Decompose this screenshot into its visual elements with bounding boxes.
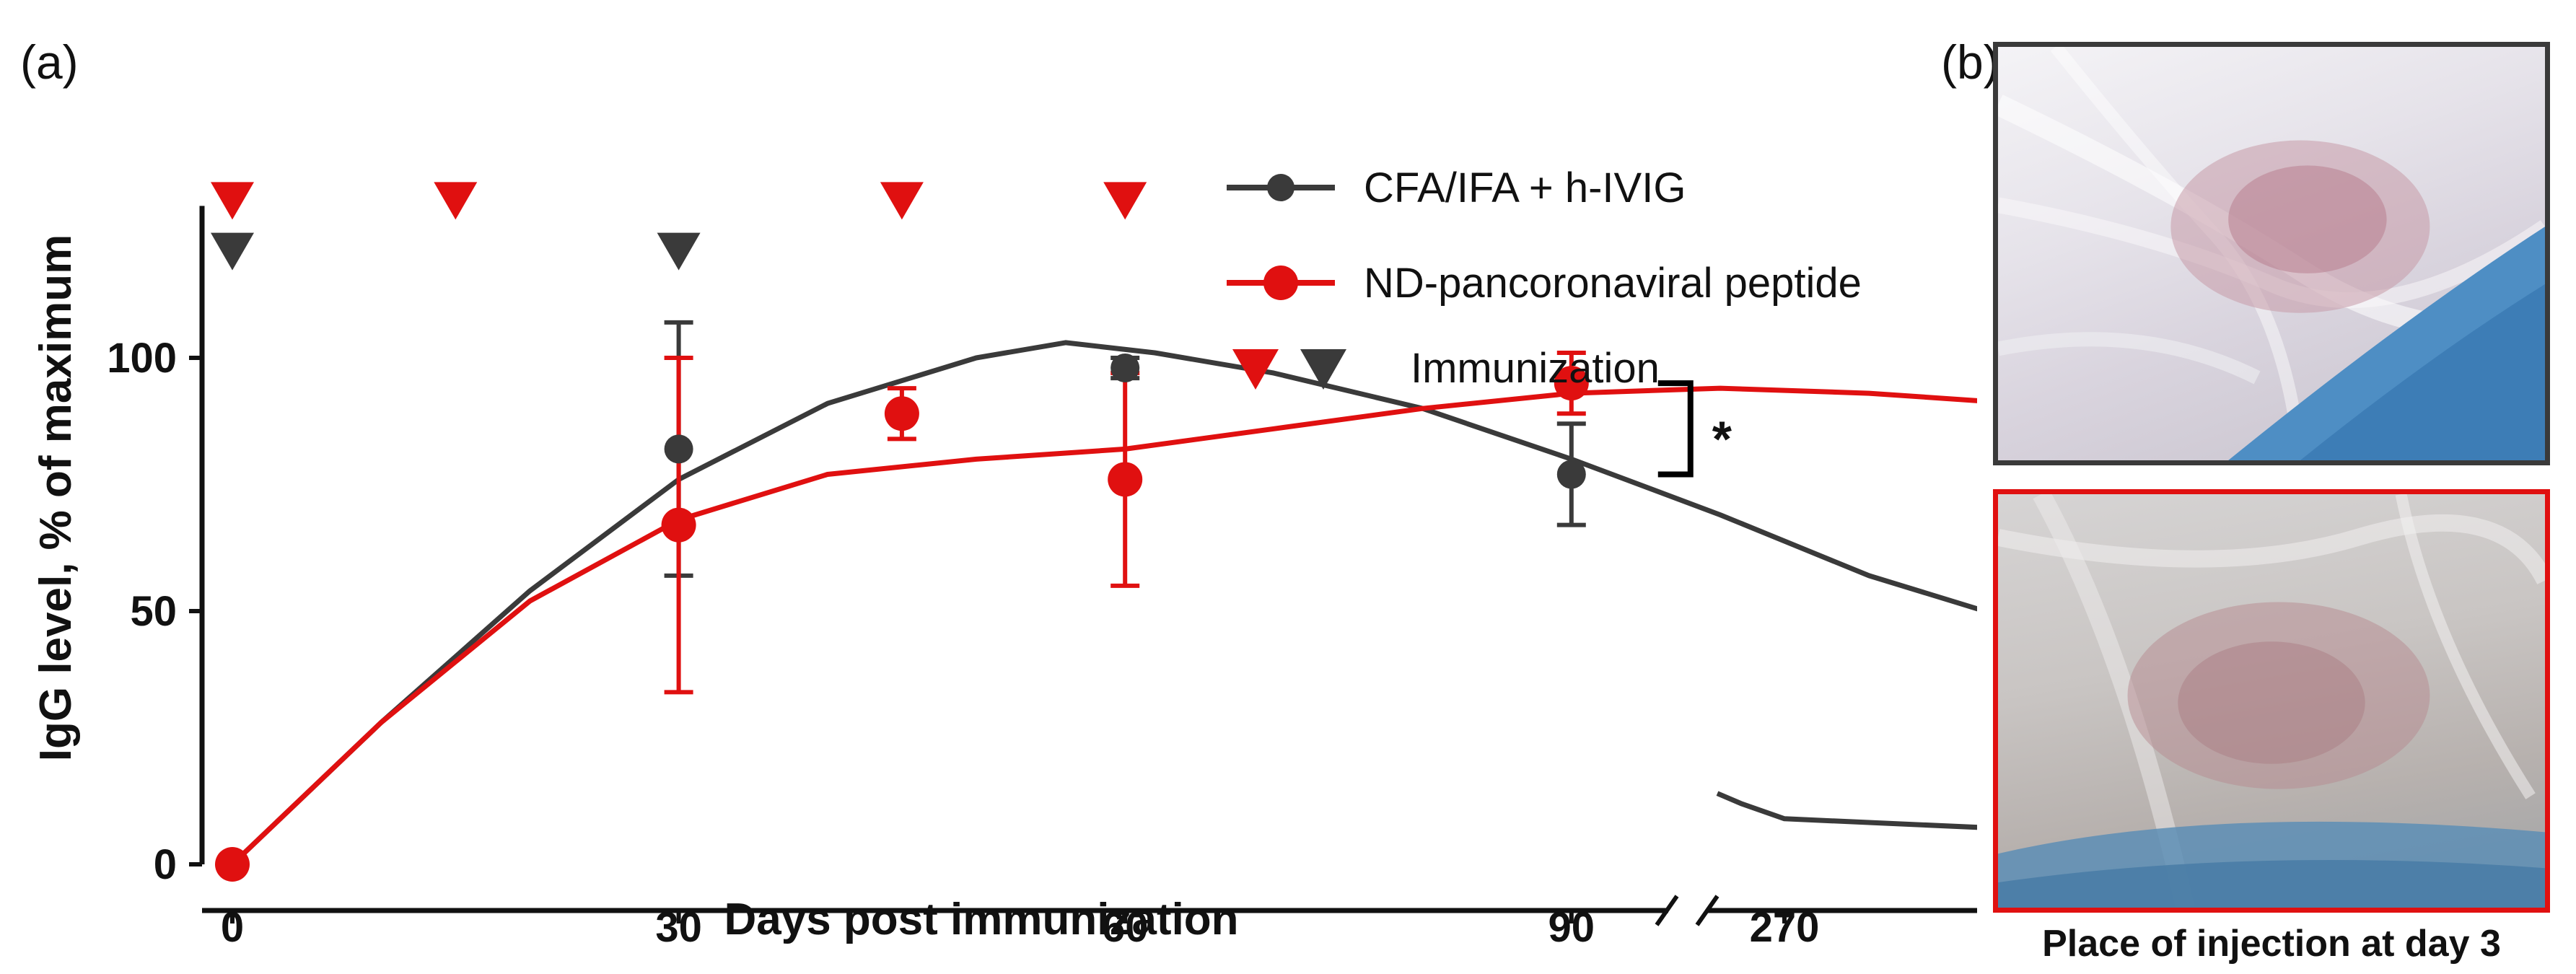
injection-site-photo-peptide bbox=[1993, 489, 2550, 913]
legend-item-peptide: ND-pancoronaviral peptide bbox=[1227, 260, 1862, 307]
data-points bbox=[215, 354, 1589, 882]
immunization-marker-red bbox=[880, 182, 924, 220]
data-point-cfa bbox=[664, 434, 693, 464]
axes bbox=[199, 206, 1977, 926]
y-tick-label: 100 bbox=[107, 335, 177, 382]
y-axis-label: IgG level, % of maximum bbox=[31, 234, 81, 761]
legend-label-immunization: Immunization bbox=[1411, 345, 1660, 392]
injection-site-photo-cfa bbox=[1993, 42, 2550, 465]
axis-break-mark bbox=[1655, 895, 1679, 926]
legend: CFA/IFA + h-IVIG ND-pancoronaviral pepti… bbox=[1227, 164, 1862, 392]
axis-ticks: 0501000306090120150180210270360 bbox=[107, 335, 1820, 951]
significance-brackets: ** bbox=[1657, 380, 1732, 478]
data-point-peptide bbox=[1554, 366, 1589, 401]
immunization-marker-red bbox=[434, 182, 478, 220]
immunization-markers bbox=[211, 182, 1147, 271]
igg-chart: 0501000306090120150180210270360 ** IgG l… bbox=[31, 164, 1977, 951]
panel-label-b: (b) bbox=[1941, 35, 1999, 89]
data-point-peptide bbox=[661, 507, 696, 543]
legend-triangle-gray bbox=[1300, 349, 1346, 390]
x-tick-label: 90 bbox=[1548, 904, 1595, 951]
x-tick-label: 60 bbox=[1102, 904, 1149, 951]
fit-curve-cfa bbox=[230, 340, 1977, 866]
error-bars bbox=[664, 320, 1586, 695]
data-point-peptide bbox=[215, 847, 250, 882]
significance-bracket bbox=[1657, 380, 1694, 478]
significance-star: * bbox=[1712, 411, 1732, 467]
data-point-cfa bbox=[1110, 354, 1140, 383]
photo-caption: Place of injection at day 3 bbox=[2042, 923, 2501, 965]
panel-label-a: (a) bbox=[20, 35, 79, 89]
x-axis-label: Days post immunization bbox=[724, 895, 1238, 944]
data-point-peptide bbox=[1108, 462, 1143, 497]
legend-label-cfa: CFA/IFA + h-IVIG bbox=[1364, 164, 1686, 211]
legend-marker-gray bbox=[1267, 174, 1294, 201]
y-tick-label: 0 bbox=[154, 841, 177, 888]
legend-triangle-red bbox=[1232, 349, 1279, 390]
immunization-marker-red bbox=[211, 182, 254, 220]
immunization-marker-gray bbox=[657, 232, 701, 271]
legend-marker-red bbox=[1263, 266, 1298, 300]
rabbit-skin-photo-1 bbox=[1998, 47, 2545, 460]
axis-break-mark bbox=[1695, 895, 1719, 926]
data-point-cfa bbox=[1556, 460, 1586, 489]
data-point-peptide bbox=[884, 396, 919, 431]
legend-label-peptide: ND-pancoronaviral peptide bbox=[1364, 260, 1862, 307]
x-tick-label: 0 bbox=[221, 904, 244, 951]
rabbit-skin-photo-2 bbox=[1998, 494, 2545, 908]
y-tick-label: 50 bbox=[130, 588, 177, 635]
immunization-marker-red bbox=[1103, 182, 1147, 220]
legend-item-immunization: Immunization bbox=[1232, 345, 1660, 392]
fit-curve-cfa-tail bbox=[1716, 791, 1977, 830]
immunization-marker-gray bbox=[211, 232, 254, 271]
x-tick-label: 270 bbox=[1750, 904, 1820, 951]
legend-item-cfa: CFA/IFA + h-IVIG bbox=[1227, 164, 1686, 211]
x-tick-label: 30 bbox=[655, 904, 702, 951]
